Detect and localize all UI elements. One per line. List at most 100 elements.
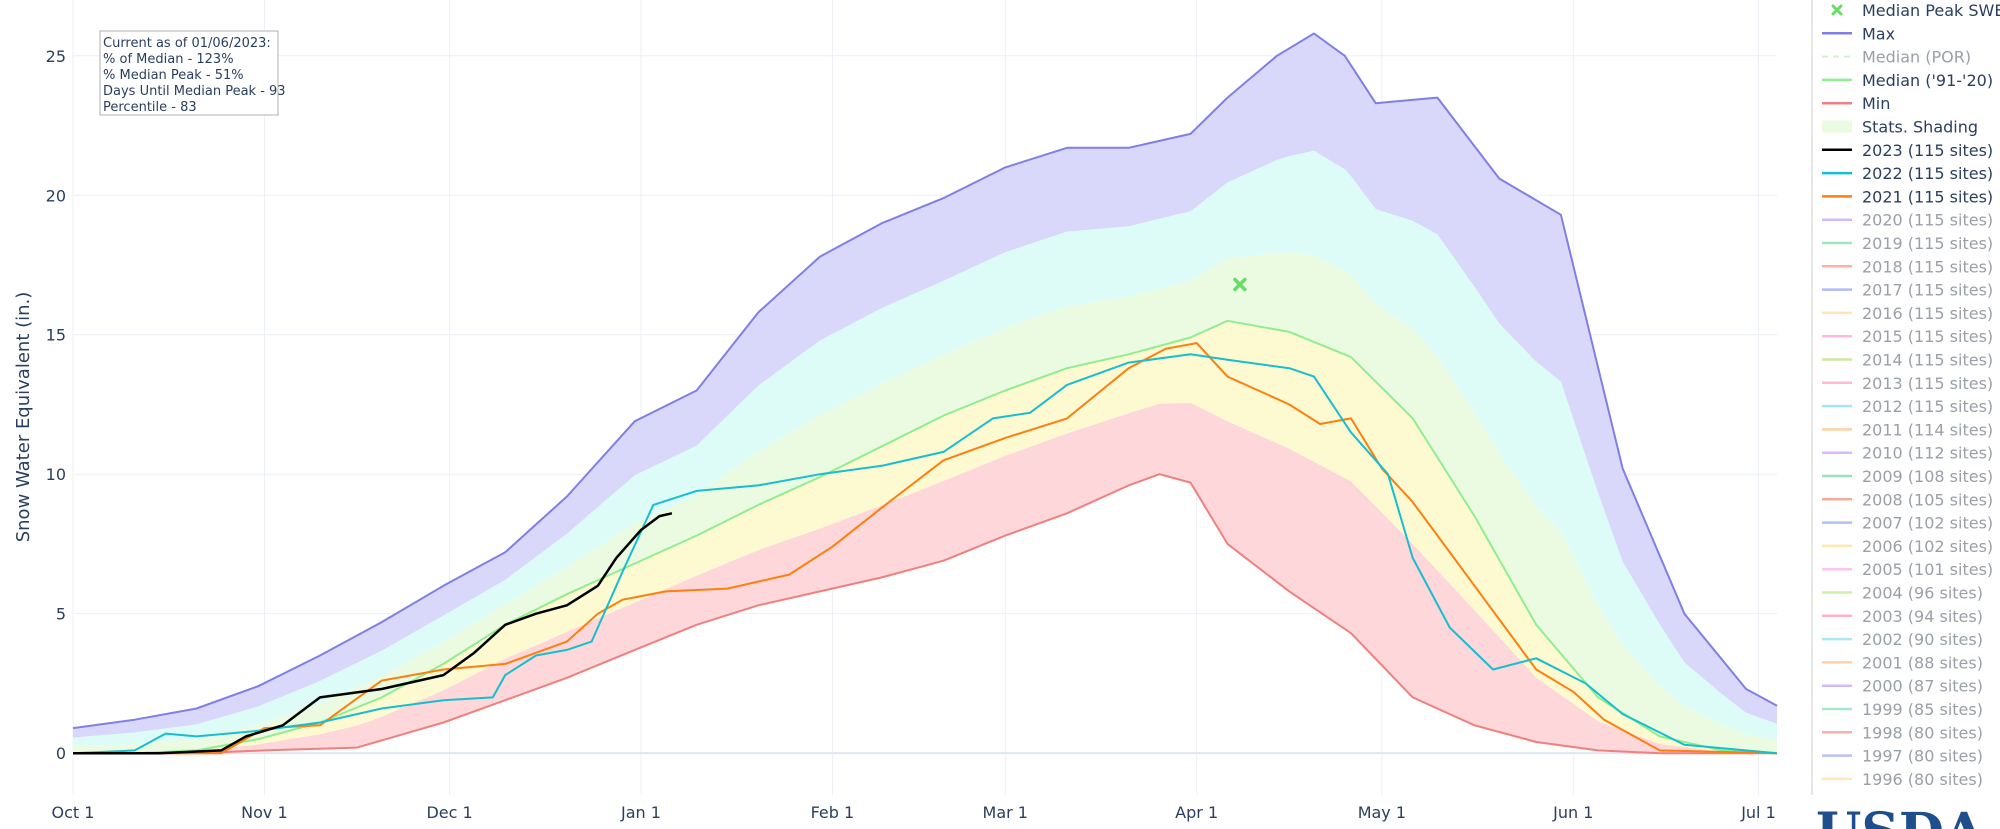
legend-item[interactable]: 2006 (102 sites) bbox=[1822, 537, 1993, 556]
legend-label: 2002 (90 sites) bbox=[1862, 630, 1983, 649]
legend-item[interactable]: 1997 (80 sites) bbox=[1822, 747, 1983, 766]
legend-label: 2003 (94 sites) bbox=[1862, 607, 1983, 626]
series-line-max bbox=[72, 32, 1778, 730]
y-axis-label: Snow Water Equivalent (in.) bbox=[13, 292, 34, 543]
legend-label: 2006 (102 sites) bbox=[1862, 537, 1993, 556]
annotation-line: Percentile - 83 bbox=[103, 100, 197, 115]
legend-item[interactable]: Min bbox=[1822, 94, 1890, 113]
usda-logo: USDA bbox=[1816, 802, 1985, 829]
x-tick-label: Apr 1 bbox=[1175, 803, 1218, 822]
legend-label: 1996 (80 sites) bbox=[1862, 770, 1983, 789]
legend-item[interactable]: 2001 (88 sites) bbox=[1822, 653, 1983, 672]
legend-item[interactable]: 2019 (115 sites) bbox=[1822, 234, 1993, 253]
legend-label: 2011 (114 sites) bbox=[1862, 420, 1993, 439]
legend-item[interactable]: 1998 (80 sites) bbox=[1822, 723, 1983, 742]
legend-item[interactable]: Median (POR) bbox=[1822, 48, 1971, 67]
markers bbox=[1233, 277, 1247, 292]
legend-label: 1998 (80 sites) bbox=[1862, 723, 1983, 742]
y-tick-label: 20 bbox=[46, 186, 66, 205]
legend-item[interactable]: 2018 (115 sites) bbox=[1822, 257, 1993, 276]
legend-item[interactable]: 2002 (90 sites) bbox=[1822, 630, 1983, 649]
y-tick-label: 15 bbox=[46, 326, 66, 345]
legend-label: 1999 (85 sites) bbox=[1862, 700, 1983, 719]
legend-item[interactable]: 2011 (114 sites) bbox=[1822, 420, 1993, 439]
legend-item[interactable]: 2004 (96 sites) bbox=[1822, 584, 1983, 603]
legend-item[interactable]: 2000 (87 sites) bbox=[1822, 677, 1983, 696]
legend-label: 2001 (88 sites) bbox=[1862, 653, 1983, 672]
legend-label: 2019 (115 sites) bbox=[1862, 234, 1993, 253]
series-line-2021 bbox=[73, 342, 1778, 755]
legend-label: Min bbox=[1862, 94, 1890, 113]
annotation-line: Current as of 01/06/2023: bbox=[103, 36, 271, 51]
annotation-line: % of Median - 123% bbox=[103, 52, 234, 67]
shading-band-4 bbox=[73, 33, 1777, 738]
legend-label: 2015 (115 sites) bbox=[1862, 327, 1993, 346]
legend-item[interactable]: 2022 (115 sites) bbox=[1822, 164, 1993, 183]
legend-item[interactable]: 2015 (115 sites) bbox=[1822, 327, 1993, 346]
legend-label: Max bbox=[1862, 24, 1895, 43]
legend-item[interactable]: 2013 (115 sites) bbox=[1822, 374, 1993, 393]
legend-label: 2012 (115 sites) bbox=[1862, 397, 1993, 416]
legend-label: 2018 (115 sites) bbox=[1862, 257, 1993, 276]
legend-item[interactable]: 2021 (115 sites) bbox=[1822, 187, 1993, 206]
annotation-box bbox=[99, 30, 279, 116]
y-tick-label: 10 bbox=[46, 465, 66, 484]
annotation-line: % Median Peak - 51% bbox=[103, 68, 244, 83]
legend-label: 2008 (105 sites) bbox=[1862, 490, 1993, 509]
shading-band-0 bbox=[73, 402, 1777, 754]
legend-item[interactable]: 2017 (115 sites) bbox=[1822, 281, 1993, 300]
legend-label: 2010 (112 sites) bbox=[1862, 444, 1993, 463]
legend-label: Median (POR) bbox=[1862, 48, 1971, 67]
series-line-median bbox=[73, 319, 1778, 755]
stats-shading bbox=[73, 33, 1777, 754]
x-tick-label: Jun 1 bbox=[1552, 803, 1593, 822]
legend-label: 1997 (80 sites) bbox=[1862, 747, 1983, 766]
x-axis: Oct 1 Nov 1 Dec 1 Jan 1 Feb 1 Mar 1 Apr 1 May 1… bbox=[52, 803, 1776, 822]
legend-item[interactable]: 2003 (94 sites) bbox=[1822, 607, 1983, 626]
legend-label: 2005 (101 sites) bbox=[1862, 560, 1993, 579]
y-tick-label: 25 bbox=[46, 47, 66, 66]
x-tick-label: Oct 1 bbox=[52, 803, 95, 822]
legend-label: 2013 (115 sites) bbox=[1862, 374, 1993, 393]
x-tick-label: Jan 1 bbox=[620, 803, 661, 822]
y-tick-label: 0 bbox=[56, 744, 66, 763]
legend-item[interactable]: 2010 (112 sites) bbox=[1822, 444, 1993, 463]
legend-label: Stats. Shading bbox=[1862, 118, 1978, 137]
legend-item[interactable]: 1999 (85 sites) bbox=[1822, 700, 1983, 719]
shading-band-1 bbox=[73, 320, 1777, 754]
legend-item[interactable]: 2008 (105 sites) bbox=[1822, 490, 1993, 509]
legend-item[interactable]: 2014 (115 sites) bbox=[1822, 351, 1993, 370]
legend-label: 2017 (115 sites) bbox=[1862, 281, 1993, 300]
legend[interactable]: Median Peak SWE Max Median (POR) Median ('9… bbox=[1811, 0, 2000, 795]
x-tick-label: Feb 1 bbox=[811, 803, 855, 822]
x-tick-label: Jul 1 bbox=[1740, 803, 1776, 822]
series-line-2022 bbox=[72, 353, 1778, 755]
legend-label: 2021 (115 sites) bbox=[1862, 187, 1993, 206]
annotation-line: Days Until Median Peak - 93 bbox=[103, 84, 286, 99]
legend-label: Median ('91-'20) bbox=[1862, 71, 1993, 90]
legend-item[interactable]: 2007 (102 sites) bbox=[1822, 514, 1993, 533]
legend-label: Median Peak SWE bbox=[1862, 1, 2000, 20]
x-tick-label: May 1 bbox=[1358, 803, 1406, 822]
legend-item[interactable]: 2012 (115 sites) bbox=[1822, 397, 1993, 416]
series-lines bbox=[72, 32, 1778, 755]
legend-item[interactable]: 2016 (115 sites) bbox=[1822, 304, 1993, 323]
y-axis: 0 5 10 15 20 25 bbox=[46, 47, 66, 763]
legend-label: 2014 (115 sites) bbox=[1862, 351, 1993, 370]
x-tick-label: Mar 1 bbox=[983, 803, 1028, 822]
legend-item[interactable]: 2020 (115 sites) bbox=[1822, 211, 1993, 230]
legend-item[interactable]: Max bbox=[1822, 24, 1895, 43]
legend-item[interactable]: 2009 (108 sites) bbox=[1822, 467, 1993, 486]
legend-item[interactable]: 1996 (80 sites) bbox=[1822, 770, 1983, 789]
x-tick-label: Dec 1 bbox=[426, 803, 472, 822]
x-tick-label: Nov 1 bbox=[241, 803, 288, 822]
legend-item[interactable]: Median Peak SWE bbox=[1831, 1, 2000, 20]
legend-item[interactable]: 2023 (115 sites) bbox=[1822, 141, 1993, 160]
legend-item[interactable]: Stats. Shading bbox=[1822, 118, 1978, 137]
legend-item[interactable]: Median ('91-'20) bbox=[1822, 71, 1993, 90]
legend-label: 2023 (115 sites) bbox=[1862, 141, 1993, 160]
legend-item[interactable]: 2005 (101 sites) bbox=[1822, 560, 1993, 579]
legend-label: 2016 (115 sites) bbox=[1862, 304, 1993, 323]
legend-label: 2007 (102 sites) bbox=[1862, 514, 1993, 533]
